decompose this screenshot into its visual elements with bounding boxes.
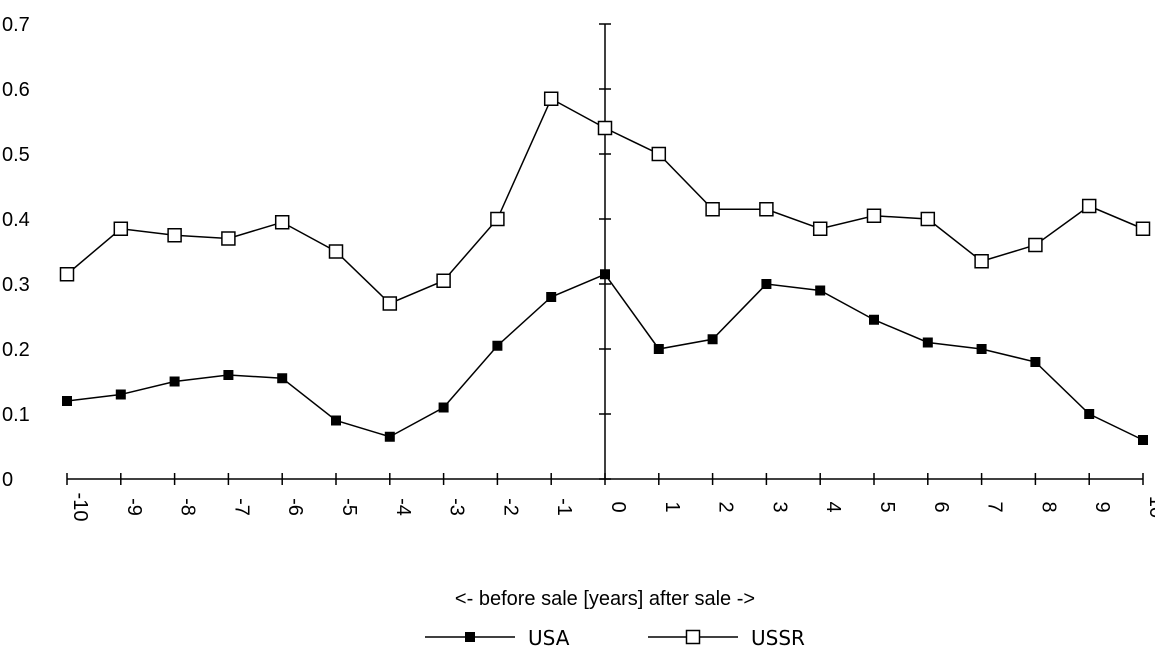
x-tick-label: -1 [553, 498, 575, 516]
data-point-ussr [812, 221, 828, 236]
data-point-ussr [651, 146, 667, 162]
series-layer [59, 91, 1151, 445]
data-point-usa [169, 376, 180, 387]
legend-label-ussr: USSR [751, 626, 805, 650]
data-point-usa [115, 389, 126, 400]
data-point-ussr [382, 296, 398, 311]
data-point-ussr [167, 228, 182, 243]
data-point-usa [1138, 435, 1148, 445]
y-tick-label: 0.1 [2, 404, 30, 426]
data-point-usa [815, 285, 826, 296]
data-point-ussr [328, 244, 344, 259]
data-point-ussr [1135, 221, 1151, 236]
x-tick-label: -5 [338, 498, 360, 516]
x-tick-label: -4 [392, 498, 414, 516]
legend-marker-usa [465, 632, 475, 642]
data-point-usa [546, 292, 557, 302]
data-point-ussr [274, 215, 290, 230]
data-point-usa [600, 269, 610, 280]
y-tick-label: 0 [2, 469, 13, 491]
x-tick-label: 1 [661, 501, 683, 512]
x-tick-label: -6 [284, 498, 306, 516]
data-point-ussr [759, 202, 774, 217]
x-tick-label: 8 [1037, 501, 1059, 512]
data-point-ussr [920, 211, 936, 227]
data-point-ussr [221, 231, 236, 246]
x-tick-label: 5 [876, 501, 898, 512]
x-tick-label: -7 [230, 498, 252, 516]
x-tick-label: 9 [1091, 501, 1113, 512]
y-axis-tick-labels: 0 0.1 0.2 0.3 0.4 0.5 0.6 0.7 [2, 14, 30, 491]
x-tick-label: 6 [930, 501, 952, 512]
x-axis-title: <- before sale [years] after sale -> [455, 588, 755, 610]
data-point-ussr [974, 254, 989, 269]
data-point-ussr [543, 91, 559, 106]
x-tick-label: -8 [177, 498, 199, 516]
data-point-ussr [1028, 237, 1043, 253]
data-point-usa [761, 279, 772, 289]
data-point-usa [653, 344, 664, 354]
data-point-usa [492, 340, 503, 351]
data-point-usa [277, 373, 288, 384]
legend: USA USSR [425, 626, 805, 650]
data-point-ussr [113, 221, 129, 236]
x-tick-label: 3 [768, 501, 790, 512]
x-axis: -10 -9 -8 -7 -6 -5 -4 -3 -2 -1 0 1 2 3 4 5 6 7 8 9 10 [66, 473, 1155, 522]
y-tick-label: 0.6 [2, 79, 30, 101]
data-point-ussr [436, 273, 451, 288]
x-tick-label: 4 [822, 501, 844, 512]
y-tick-label: 0.2 [2, 339, 30, 361]
data-point-ussr [705, 202, 720, 217]
data-point-usa [976, 344, 987, 354]
y-tick-label: 0.5 [2, 144, 30, 166]
x-tick-label: -9 [123, 498, 145, 516]
data-point-usa [223, 370, 234, 380]
x-tick-label: 0 [607, 501, 629, 512]
x-tick-label: 10 [1145, 496, 1155, 518]
data-point-usa [1084, 409, 1095, 419]
x-tick-label: 2 [715, 501, 737, 512]
y-tick-label: 0.3 [2, 274, 30, 296]
data-point-ussr [597, 120, 613, 136]
legend-marker-ussr [685, 629, 701, 645]
data-point-ussr [59, 267, 75, 282]
x-tick-label: 7 [984, 501, 1006, 512]
data-point-usa [384, 431, 395, 442]
data-point-usa [1030, 357, 1041, 367]
data-point-ussr [1081, 198, 1097, 214]
x-tick-label: -2 [499, 498, 521, 516]
data-point-ussr [866, 208, 882, 223]
y-axis [599, 23, 611, 480]
data-point-usa [869, 314, 879, 325]
data-point-usa [707, 334, 718, 345]
data-point-ussr [490, 211, 505, 227]
y-tick-label: 0.4 [2, 209, 30, 231]
data-point-usa [922, 337, 933, 348]
legend-label-usa: USA [528, 626, 570, 650]
x-tick-label: -3 [446, 498, 468, 516]
data-point-usa [62, 396, 72, 406]
x-tick-label: -10 [69, 493, 91, 522]
data-point-usa [438, 402, 449, 413]
y-tick-label: 0.7 [2, 14, 30, 36]
data-point-usa [331, 415, 341, 426]
